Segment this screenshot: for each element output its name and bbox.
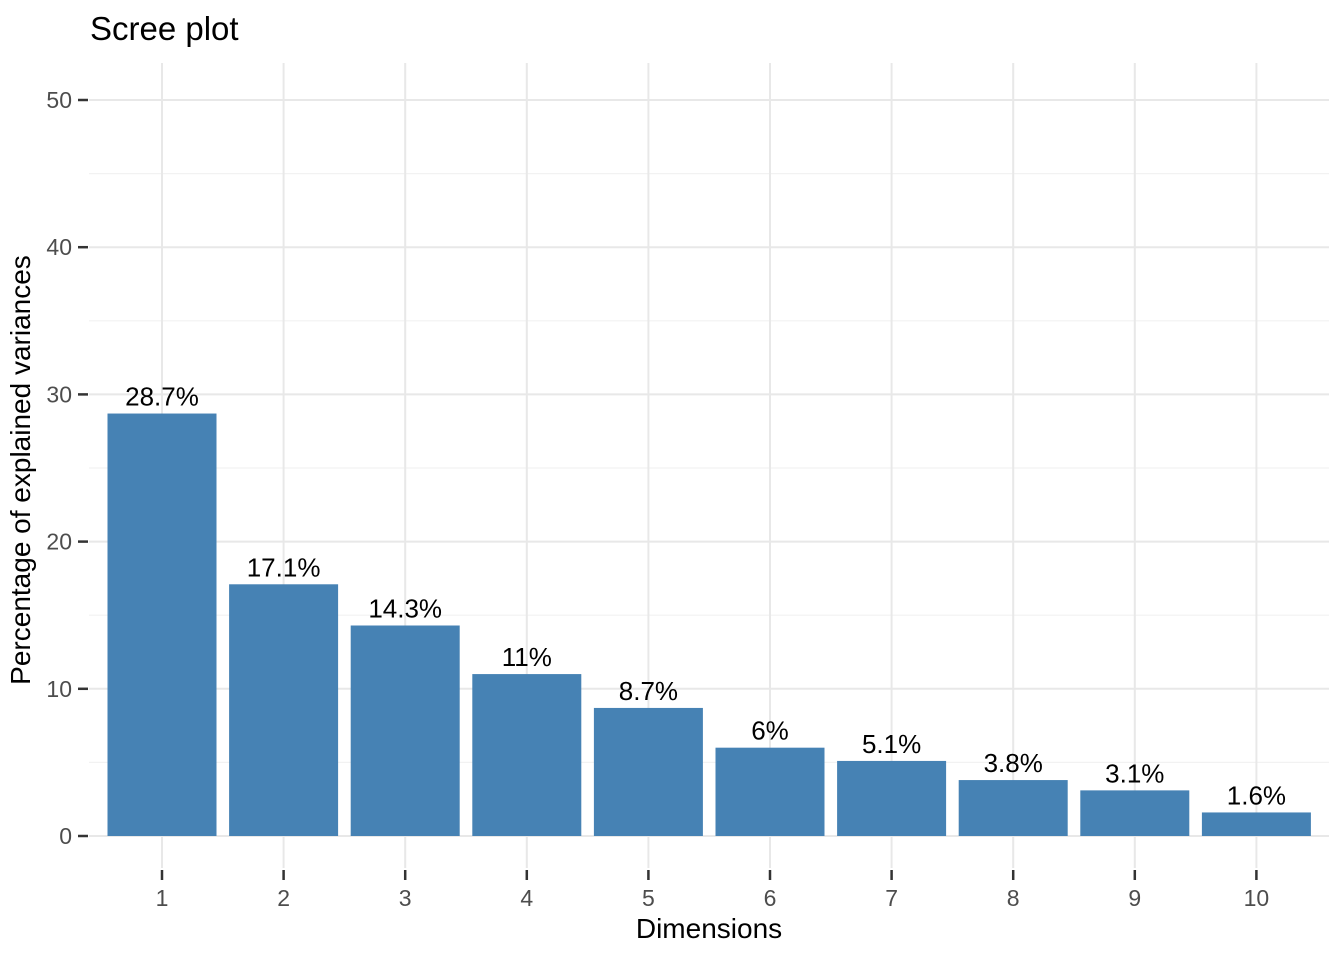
bar — [715, 747, 825, 836]
bar — [593, 707, 703, 836]
bar-value-label: 14.3% — [368, 594, 442, 624]
x-tick-label: 1 — [156, 885, 169, 911]
y-tick-label: 10 — [46, 676, 72, 702]
bar-value-labels: 28.7% 17.1% 14.3% 11% 8.7% 6% 5.1% 3.8% 3.1% 1.6% — [125, 382, 1286, 811]
x-tick-label: 8 — [1007, 885, 1020, 911]
bar — [837, 760, 947, 836]
bar-value-label: 28.7% — [125, 382, 199, 412]
x-axis-title: Dimensions — [636, 913, 782, 944]
y-tick-label: 30 — [46, 381, 72, 407]
y-tick-label: 20 — [46, 529, 72, 555]
bar — [229, 584, 339, 836]
y-tick-label: 40 — [46, 234, 72, 260]
bar-value-label: 8.7% — [619, 676, 678, 706]
bar-value-label: 1.6% — [1227, 780, 1286, 810]
x-tick-label: 2 — [277, 885, 290, 911]
bar — [1201, 812, 1311, 836]
bar — [107, 413, 217, 836]
axis-tick-labels: 0 10 20 30 40 50 1 2 3 4 5 6 7 8 9 10 — [46, 87, 1269, 911]
x-tick-label: 4 — [520, 885, 533, 911]
y-tick-label: 0 — [59, 823, 72, 849]
bar — [958, 780, 1068, 836]
bar-series — [107, 413, 1311, 836]
bar — [472, 674, 582, 836]
chart-title: Scree plot — [90, 10, 239, 47]
bar-value-label: 3.1% — [1105, 758, 1164, 788]
x-tick-label: 10 — [1244, 885, 1270, 911]
y-tick-label: 50 — [46, 87, 72, 113]
axis-tick-marks — [78, 98, 1258, 880]
x-tick-label: 6 — [764, 885, 777, 911]
bar-value-label: 6% — [751, 716, 789, 746]
bar-value-label: 11% — [502, 642, 552, 672]
x-tick-label: 3 — [399, 885, 412, 911]
bar — [350, 625, 460, 836]
x-tick-label: 7 — [885, 885, 898, 911]
x-tick-label: 9 — [1128, 885, 1141, 911]
x-tick-label: 5 — [642, 885, 655, 911]
bar — [1080, 790, 1190, 836]
y-axis-title: Percentage of explained variances — [5, 255, 36, 685]
bar-value-label: 17.1% — [247, 552, 321, 582]
bar-value-label: 3.8% — [984, 748, 1043, 778]
bar-value-label: 5.1% — [862, 729, 921, 759]
